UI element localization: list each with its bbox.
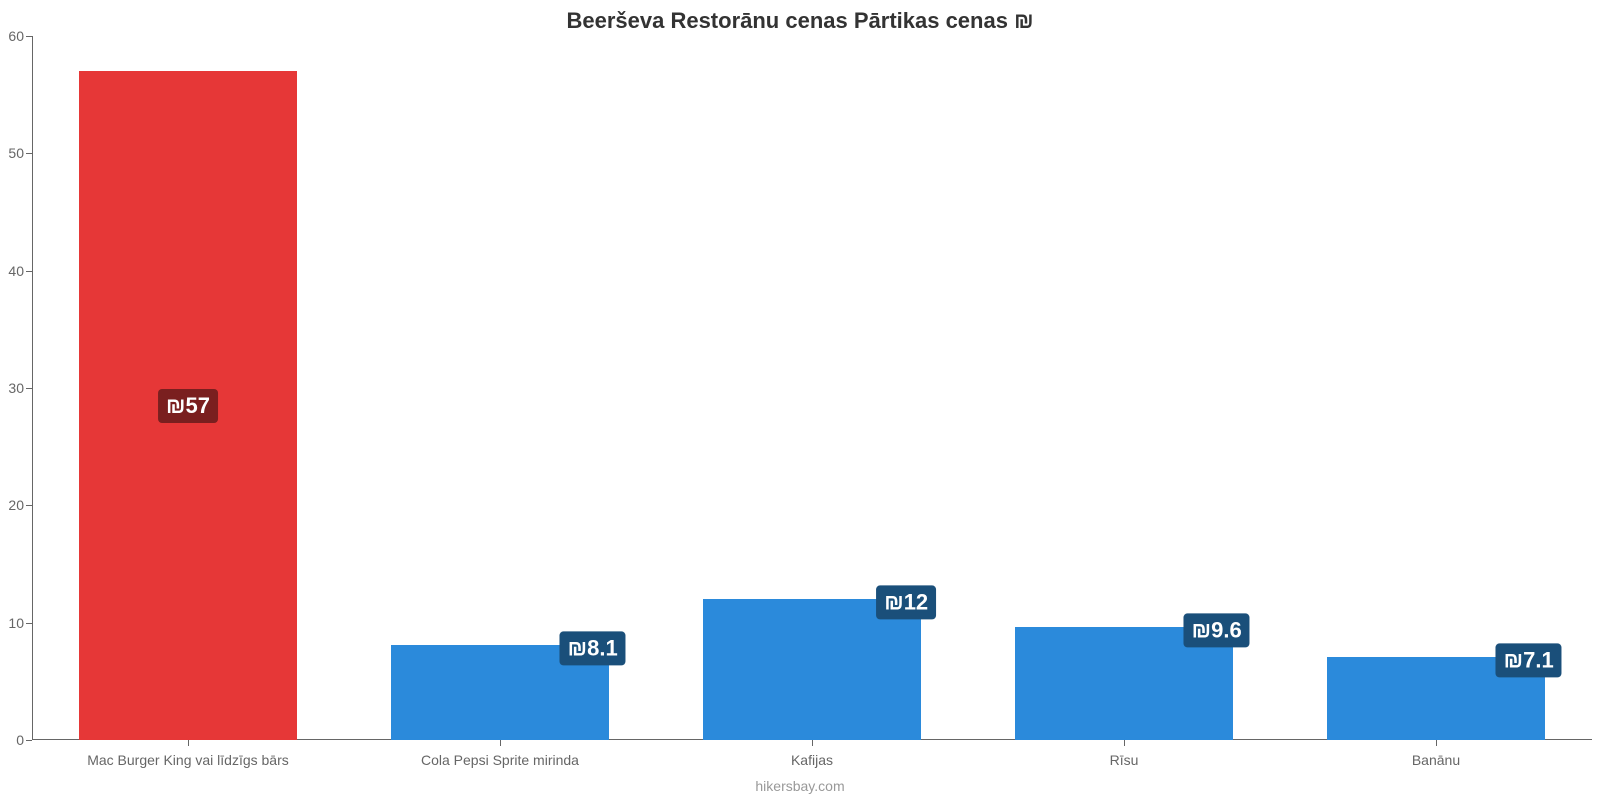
bar-value-badge: ₪12 bbox=[876, 586, 936, 620]
price-bar-chart: Beerševa Restorānu cenas Pārtikas cenas … bbox=[0, 0, 1600, 800]
bar-category-label: Mac Burger King vai līdzīgs bārs bbox=[87, 740, 289, 768]
y-tick-label: 30 bbox=[8, 380, 32, 396]
bar-value-badge: ₪7.1 bbox=[1496, 643, 1562, 677]
bar-category-label: Kafijas bbox=[791, 740, 833, 768]
bar-value-badge: ₪57 bbox=[158, 389, 218, 423]
bar-value-badge: ₪9.6 bbox=[1184, 614, 1250, 648]
chart-title: Beerševa Restorānu cenas Pārtikas cenas … bbox=[0, 8, 1600, 34]
credit-text: hikersbay.com bbox=[0, 778, 1600, 794]
y-tick-label: 0 bbox=[16, 732, 32, 748]
y-tick-label: 50 bbox=[8, 145, 32, 161]
bar: Kafijas bbox=[703, 599, 921, 740]
bar-category-label: Banānu bbox=[1412, 740, 1460, 768]
bars-group: Mac Burger King vai līdzīgs bārs₪57Cola … bbox=[32, 36, 1592, 740]
bar-value-badge: ₪8.1 bbox=[560, 631, 626, 665]
bar-category-label: Rīsu bbox=[1110, 740, 1139, 768]
y-tick-label: 10 bbox=[8, 615, 32, 631]
y-tick-label: 40 bbox=[8, 263, 32, 279]
y-tick-label: 60 bbox=[8, 28, 32, 44]
y-tick-label: 20 bbox=[8, 497, 32, 513]
bar-category-label: Cola Pepsi Sprite mirinda bbox=[421, 740, 579, 768]
plot-area: 0102030405060 Mac Burger King vai līdzīg… bbox=[32, 36, 1592, 740]
